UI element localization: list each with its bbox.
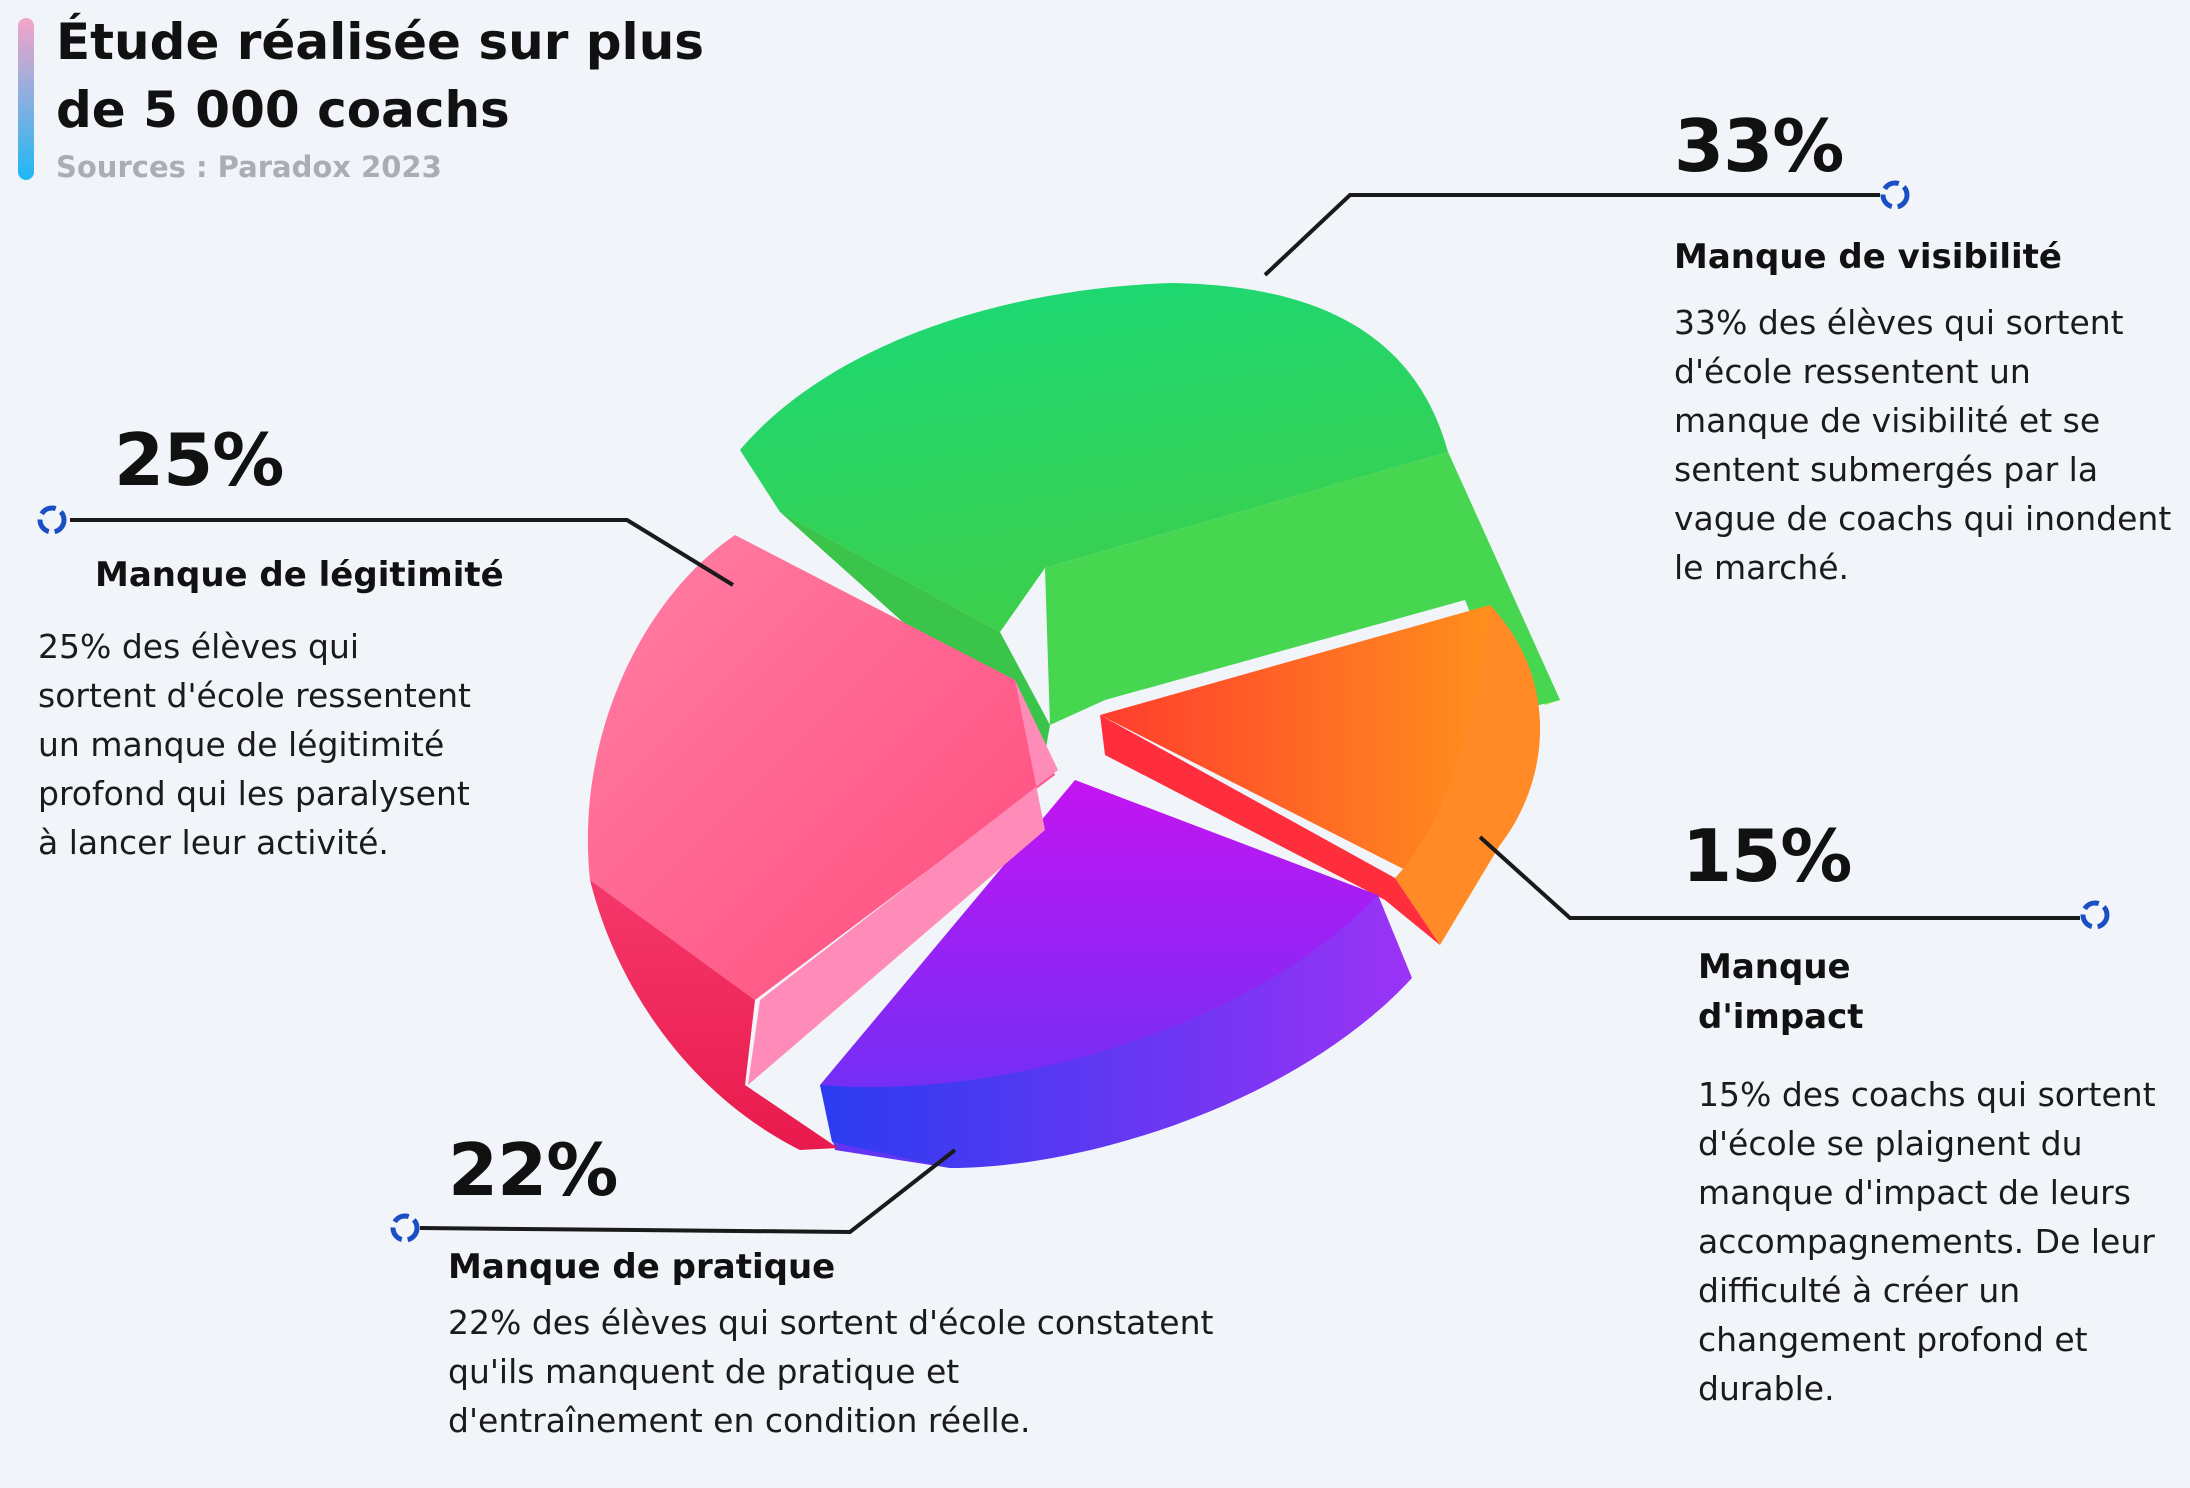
percent-label-impact: 15% bbox=[1682, 814, 1852, 898]
chart-source: Sources : Paradox 2023 bbox=[56, 150, 442, 184]
connector-ring-legitimite bbox=[37, 505, 67, 535]
description-visibilite: 33% des élèves qui sortent d'école resse… bbox=[1674, 303, 2172, 587]
percent-label-visibilite: 33% bbox=[1674, 104, 1844, 188]
connector-ring-pratique bbox=[390, 1213, 420, 1243]
description-impact: 15% des coachs qui sortent d'école se pl… bbox=[1698, 1075, 2156, 1408]
connector-ring-impact bbox=[2080, 900, 2110, 930]
title-accent-bar bbox=[18, 18, 34, 180]
connector-ring-visibilite bbox=[1880, 180, 1910, 210]
connector-rings bbox=[37, 180, 2110, 1243]
category-label-impact: Manque d'impact bbox=[1698, 947, 1864, 1037]
percent-label-pratique: 22% bbox=[448, 1128, 618, 1212]
leader-lines bbox=[70, 193, 2080, 1235]
category-label-visibilite: Manque de visibilité bbox=[1674, 237, 2062, 277]
description-legitimite: 25% des élèves qui sortent d'école resse… bbox=[38, 627, 471, 862]
description-pratique: 22% des élèves qui sortent d'école const… bbox=[448, 1303, 1214, 1440]
pie-slice-legitimite bbox=[587, 535, 1058, 1150]
category-label-pratique: Manque de pratique bbox=[448, 1247, 836, 1287]
leader-line-pratique bbox=[419, 1148, 957, 1235]
leader-line-legitimite bbox=[70, 518, 735, 587]
pie-slice-visibilite bbox=[740, 283, 1560, 782]
leader-line-visibilite bbox=[1263, 193, 1880, 277]
pie-slice-pratique bbox=[820, 780, 1412, 1168]
chart-title: Étude réalisée sur plus de 5 000 coachs bbox=[56, 13, 705, 139]
leader-line-impact bbox=[1478, 835, 2080, 920]
percent-label-legitimite: 25% bbox=[114, 418, 284, 502]
category-label-legitimite: Manque de légitimité bbox=[95, 555, 504, 595]
pie-slice-impact bbox=[1100, 605, 1540, 945]
